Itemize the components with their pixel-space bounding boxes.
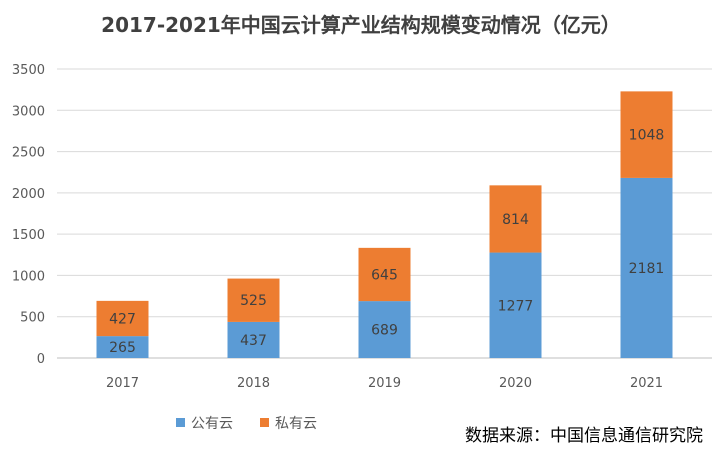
y-tick-label: 2000 — [12, 187, 45, 202]
data-label: 525 — [240, 293, 267, 309]
data-label: 814 — [502, 212, 529, 228]
bar-private-cloud-2017 — [96, 300, 149, 337]
legend-label-private-cloud: 私有云 — [275, 416, 317, 432]
data-label: 427 — [109, 311, 136, 327]
y-tick-label: 2500 — [12, 146, 45, 161]
bar-public-cloud-2017 — [96, 336, 149, 358]
bar-public-cloud-2018 — [227, 321, 280, 358]
data-label: 1048 — [629, 128, 665, 144]
bar-public-cloud-2021 — [620, 177, 673, 358]
x-tick-label: 2021 — [630, 376, 663, 391]
legend-swatch-public-cloud — [176, 418, 185, 427]
data-label: 265 — [109, 340, 136, 356]
legend-label-public-cloud: 公有云 — [191, 416, 233, 432]
x-tick-label: 2017 — [106, 376, 139, 391]
x-tick-label: 2018 — [237, 376, 270, 391]
data-label: 437 — [240, 333, 267, 349]
bar-private-cloud-2021 — [620, 91, 673, 178]
y-tick-label: 1500 — [12, 228, 45, 243]
y-tick-label: 500 — [20, 311, 45, 326]
y-tick-label: 3500 — [12, 63, 45, 78]
data-label: 689 — [371, 323, 398, 339]
y-tick-label: 1000 — [12, 269, 45, 284]
chart-title: 2017-2021年中国云计算产业结构规模变动情况（亿元） — [101, 13, 621, 37]
bar-public-cloud-2020 — [489, 252, 542, 358]
data-label: 645 — [371, 267, 398, 283]
data-label: 2181 — [629, 261, 665, 277]
legend-swatch-private-cloud — [260, 418, 269, 427]
bar-private-cloud-2020 — [489, 185, 542, 253]
bar-private-cloud-2018 — [227, 278, 280, 322]
x-tick-label: 2019 — [368, 376, 401, 391]
bars: 265 427 437 525 689 645 1277 814 2181 1048 — [96, 91, 673, 358]
y-tick-label: 0 — [37, 352, 45, 367]
source-note: 数据来源：中国信息通信研究院 — [465, 426, 703, 446]
y-axis-ticks: 0 500 1000 1500 2000 2500 3000 3500 — [12, 63, 45, 367]
bar-private-cloud-2019 — [358, 247, 411, 302]
bar-public-cloud-2019 — [358, 301, 411, 358]
x-tick-label: 2020 — [499, 376, 532, 391]
data-label: 1277 — [498, 298, 534, 314]
y-tick-label: 3000 — [12, 104, 45, 119]
legend: 公有云 私有云 — [176, 416, 317, 432]
x-axis-ticks: 2017 2018 2019 2020 2021 — [106, 376, 663, 391]
